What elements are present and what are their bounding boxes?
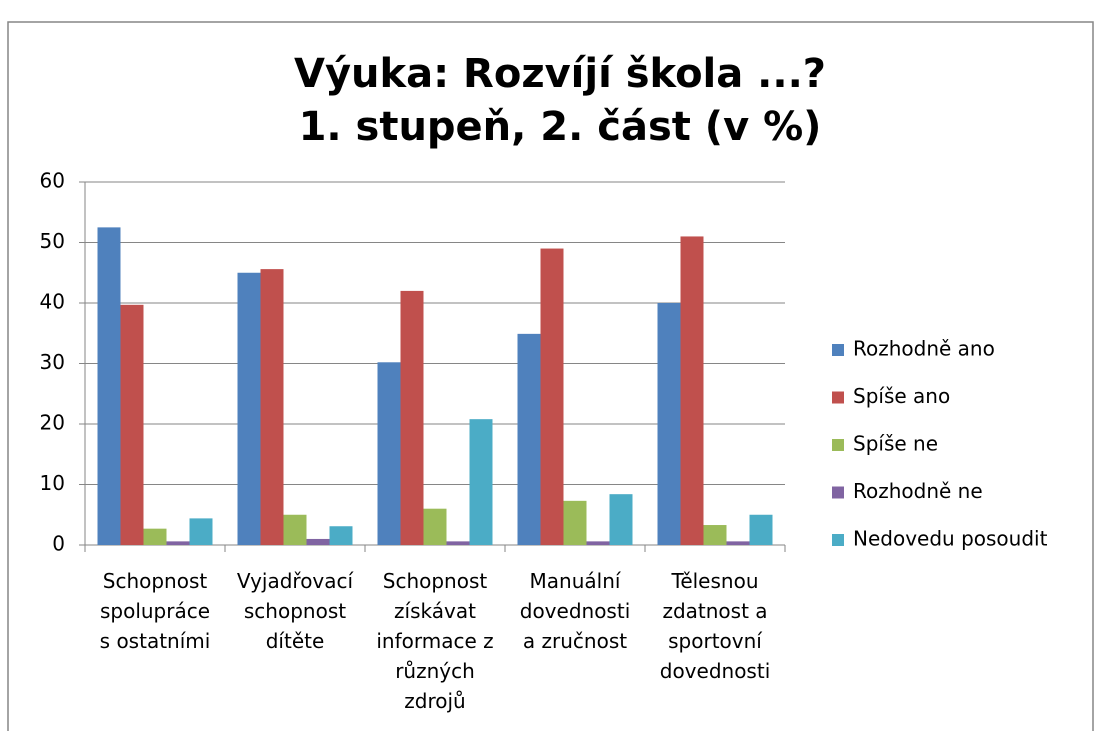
x-tick-label-box: Tělesnou zdatnost a sportovní dovednosti <box>659 569 771 683</box>
bar <box>260 269 284 545</box>
bar <box>329 526 353 545</box>
x-tick-label: Schopnost spolupráce s ostatními <box>99 569 211 653</box>
legend-label: Rozhodně ano <box>853 337 995 361</box>
y-tick-label: 30 <box>40 350 65 374</box>
bar <box>703 525 727 545</box>
bar <box>306 538 330 545</box>
bar <box>423 508 447 545</box>
bar <box>680 236 704 545</box>
bar <box>517 333 541 545</box>
bar <box>563 500 587 545</box>
chart-title: 1. stupeň, 2. část (v %) <box>299 104 822 150</box>
x-tick-label: Vyjadřovací schopnost dítěte <box>236 569 354 653</box>
x-tick-label-box: Manuální dovednosti a zručnost <box>519 569 631 653</box>
bar <box>586 541 610 545</box>
y-tick-label: 60 <box>40 169 65 193</box>
x-tick-label: Tělesnou zdatnost a sportovní dovednosti <box>659 569 771 683</box>
x-tick-label: Manuální dovednosti a zručnost <box>519 569 631 653</box>
legend-swatch <box>832 439 844 451</box>
bar <box>609 494 633 545</box>
bar <box>189 518 213 545</box>
bar <box>446 541 470 545</box>
bar <box>726 541 750 545</box>
x-tick-label-box: Schopnost spolupráce s ostatními <box>99 569 211 653</box>
x-tick-label-box: Vyjadřovací schopnost dítěte <box>236 569 354 653</box>
bar <box>469 419 493 545</box>
y-tick-label: 20 <box>40 411 65 435</box>
y-tick-label: 0 <box>52 532 65 556</box>
x-tick-label: Schopnost získávat informace z různých z… <box>376 569 494 713</box>
bar <box>120 304 144 545</box>
legend-swatch <box>832 344 844 356</box>
x-tick-label-box: Schopnost získávat informace z různých z… <box>376 569 494 713</box>
bar <box>540 248 564 546</box>
legend-swatch <box>832 391 844 404</box>
bar <box>283 514 307 545</box>
y-tick-label: 10 <box>40 471 65 495</box>
bar <box>143 528 167 545</box>
bar <box>377 362 401 545</box>
legend-label: Spíše ano <box>853 384 950 408</box>
legend-label: Spíše ne <box>853 432 938 456</box>
legend-swatch <box>832 534 844 546</box>
bar <box>237 272 261 545</box>
bar <box>400 290 424 545</box>
bar <box>97 227 121 545</box>
legend-label: Rozhodně ne <box>853 479 983 503</box>
bar <box>166 541 190 545</box>
bar <box>657 303 681 545</box>
bar <box>749 514 773 545</box>
y-tick-label: 50 <box>40 229 65 253</box>
y-tick-label: 40 <box>40 290 65 314</box>
legend-swatch <box>832 486 844 499</box>
legend-label: Nedovedu posoudit <box>853 527 1048 551</box>
chart-title: Výuka: Rozvíjí škola ...? <box>294 51 826 97</box>
